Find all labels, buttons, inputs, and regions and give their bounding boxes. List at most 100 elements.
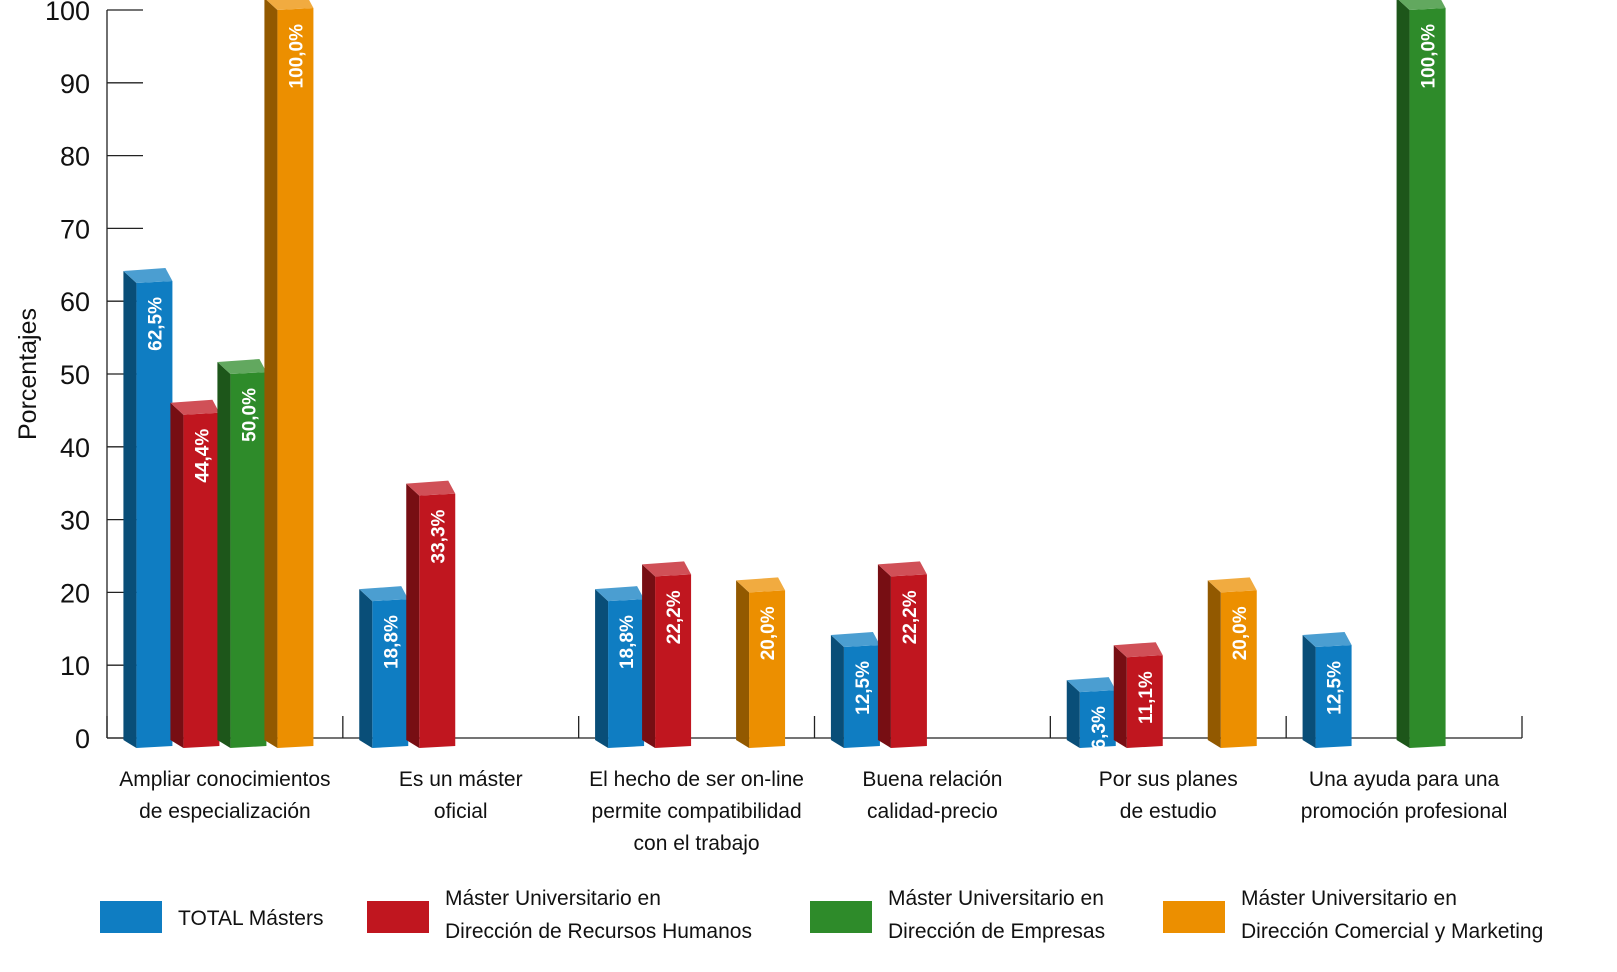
legend-item: Máster Universitario en Dirección Comerci… bbox=[1163, 887, 1543, 943]
bar: 100,0% bbox=[264, 0, 314, 748]
legend-swatch bbox=[367, 901, 429, 933]
bar-top-face bbox=[642, 561, 692, 577]
y-tick-label: 30 bbox=[60, 506, 90, 536]
y-tick-label: 20 bbox=[60, 578, 90, 608]
bar-side-face bbox=[877, 564, 891, 748]
bar-front-face bbox=[749, 590, 786, 748]
legend-swatch bbox=[100, 901, 162, 933]
bar-value-label: 18,8% bbox=[617, 615, 638, 669]
bar-side-face bbox=[359, 589, 373, 748]
bar-value-label: 22,2% bbox=[664, 590, 685, 644]
bar-top-face bbox=[359, 586, 409, 602]
y-tick-label: 40 bbox=[60, 433, 90, 463]
bar: 11,1% bbox=[1113, 642, 1163, 748]
bar-top-face bbox=[830, 632, 880, 647]
y-tick-label: 70 bbox=[60, 214, 90, 244]
legend-item: TOTAL Másters bbox=[100, 901, 323, 933]
bar-side-face bbox=[830, 635, 844, 748]
legend-label: TOTAL Másters bbox=[178, 907, 323, 930]
bar-side-face bbox=[217, 362, 231, 748]
bar-value-label: 100,0% bbox=[286, 24, 307, 89]
bar-top-face bbox=[406, 480, 456, 496]
legend-label: Máster Universitario en Dirección Comerci… bbox=[1241, 887, 1543, 943]
bar-top-face bbox=[123, 268, 173, 283]
bar-top-face bbox=[877, 561, 927, 577]
bar-top-face bbox=[1066, 677, 1116, 693]
bar-value-label: 6,3% bbox=[1089, 706, 1110, 749]
y-tick-label: 60 bbox=[60, 287, 90, 317]
bar-front-face bbox=[372, 599, 409, 748]
bar: 33,3% bbox=[406, 480, 456, 748]
bar-value-label: 11,1% bbox=[1136, 671, 1157, 724]
bar-value-label: 12,5% bbox=[1325, 661, 1346, 715]
bar-value-label: 20,0% bbox=[1230, 606, 1251, 660]
y-tick-label: 0 bbox=[75, 724, 90, 754]
bar-front-face bbox=[1220, 590, 1257, 748]
bar-top-face bbox=[1302, 632, 1352, 647]
bar-front-face bbox=[230, 372, 267, 748]
bar: 22,2% bbox=[642, 561, 692, 748]
bar-front-face bbox=[890, 574, 927, 748]
bar-front-face bbox=[277, 8, 314, 748]
bar: 44,4% bbox=[170, 399, 220, 748]
bar-value-label: 62,5% bbox=[145, 297, 166, 351]
bar-value-label: 20,0% bbox=[758, 606, 779, 660]
bar-side-face bbox=[1396, 0, 1410, 748]
bar-front-face bbox=[655, 574, 692, 748]
bar-top-face bbox=[1398, 0, 1446, 10]
bar-value-label: 18,8% bbox=[381, 615, 402, 669]
bar-front-face bbox=[136, 281, 173, 748]
bar-side-face bbox=[1207, 580, 1221, 748]
bar: 50,0% bbox=[217, 359, 267, 748]
bar-value-label: 22,2% bbox=[900, 590, 921, 644]
bar-value-label: 100,0% bbox=[1419, 24, 1440, 89]
x-category-label: Ampliar conocimientos de especialización bbox=[119, 768, 330, 823]
bar-side-face bbox=[1302, 635, 1316, 748]
y-tick-label: 90 bbox=[60, 69, 90, 99]
y-axis-title: Porcentajes bbox=[14, 308, 42, 440]
bar-front-face bbox=[1126, 655, 1163, 748]
bar-front-face bbox=[843, 645, 880, 748]
y-tick-label: 50 bbox=[60, 360, 90, 390]
bar: 18,8% bbox=[595, 586, 645, 748]
legend-item: Máster Universitario en Dirección de Empr… bbox=[810, 887, 1105, 943]
bar-side-face bbox=[1066, 680, 1080, 748]
bar-side-face bbox=[642, 564, 656, 748]
bar-top-face bbox=[170, 399, 220, 415]
bar-top-face bbox=[595, 586, 645, 602]
y-tick-label: 10 bbox=[60, 651, 90, 681]
legend-item: Máster Universitario en Dirección de Recu… bbox=[367, 887, 752, 943]
bar: 12,5% bbox=[1302, 632, 1352, 748]
bar-top-face bbox=[1207, 577, 1257, 593]
x-category-label: Buena relación calidad-precio bbox=[862, 768, 1002, 823]
x-category-label: Una ayuda para una promoción profesional bbox=[1301, 768, 1508, 823]
bar: 6,3% bbox=[1066, 677, 1116, 749]
bar-value-label: 12,5% bbox=[853, 661, 874, 715]
bar-front-face bbox=[419, 493, 456, 748]
x-category-label: Por sus planes de estudio bbox=[1099, 768, 1238, 823]
bar-side-face bbox=[123, 271, 137, 748]
bar-front-face bbox=[608, 599, 645, 748]
bar: 18,8% bbox=[359, 586, 409, 748]
bar-front-face bbox=[1315, 645, 1352, 748]
legend: TOTAL Másters Máster Universitario en Dire… bbox=[100, 887, 1543, 943]
bar-side-face bbox=[595, 589, 609, 748]
x-category-label: Es un máster oficial bbox=[399, 768, 523, 823]
bar-value-label: 33,3% bbox=[428, 509, 449, 563]
bar-top-face bbox=[217, 359, 267, 374]
bar: 12,5% bbox=[830, 632, 880, 748]
legend-swatch bbox=[1163, 901, 1225, 933]
legend-swatch bbox=[810, 901, 872, 933]
bar-front-face bbox=[1409, 8, 1446, 748]
y-tick-label: 100 bbox=[45, 0, 90, 26]
bar-front-face bbox=[183, 412, 220, 748]
bar-top-face bbox=[266, 0, 314, 10]
bar: 22,2% bbox=[877, 561, 927, 748]
bar-side-face bbox=[406, 483, 420, 748]
bar-top-face bbox=[1113, 642, 1163, 658]
bar-value-label: 44,4% bbox=[192, 429, 213, 483]
bar-value-label: 50,0% bbox=[239, 388, 260, 442]
bar: 20,0% bbox=[1207, 577, 1257, 748]
bar: 62,5% bbox=[123, 268, 173, 748]
